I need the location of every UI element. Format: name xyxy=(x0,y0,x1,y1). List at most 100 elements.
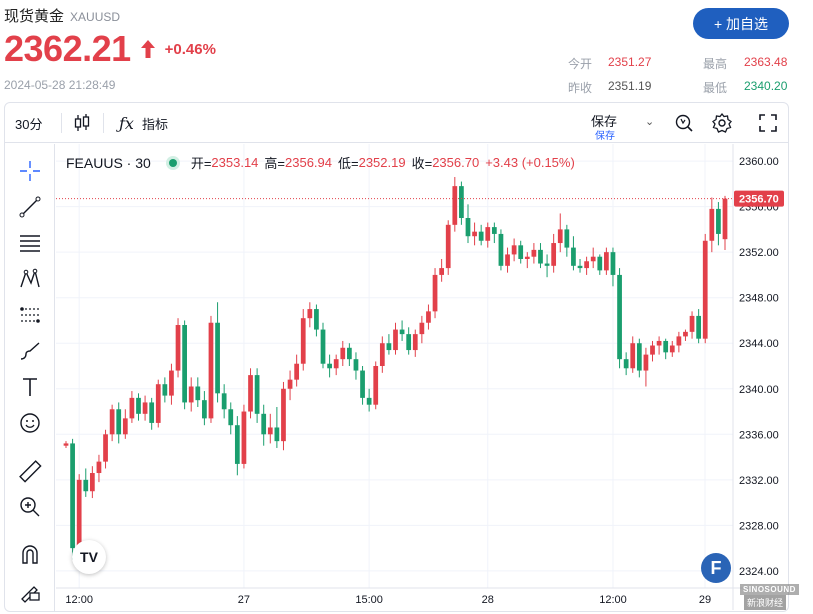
quick-search-icon[interactable] xyxy=(673,103,695,143)
candle-body xyxy=(544,263,550,266)
low-label: 最低 xyxy=(703,81,728,95)
candle-body xyxy=(261,413,267,435)
candle-body xyxy=(188,386,194,403)
candle-body xyxy=(234,425,240,464)
toolbar-divider xyxy=(61,113,62,133)
price-change: +0.46% xyxy=(164,40,216,58)
candle-body xyxy=(683,331,688,337)
watermark-subtext: 新浪财经 xyxy=(744,595,787,610)
candle-body xyxy=(636,343,642,371)
candle-body xyxy=(472,231,477,237)
lock-draw-icon[interactable] xyxy=(17,578,43,604)
candle-body xyxy=(722,198,728,240)
drawing-toolbar xyxy=(5,144,55,612)
brush-icon[interactable] xyxy=(17,338,43,364)
x-tick-label: 28 xyxy=(482,594,494,606)
instrument-header: 现货黄金 XAUUSD xyxy=(4,5,120,26)
candle-body xyxy=(320,329,326,364)
tradingview-logo[interactable]: TV xyxy=(72,540,106,574)
candle-body xyxy=(129,397,135,419)
save-button[interactable]: 保存 保存 ⌄ xyxy=(587,107,657,142)
settings-gear-icon[interactable] xyxy=(711,103,733,143)
crosshair-icon[interactable] xyxy=(17,158,43,184)
candle-body xyxy=(109,409,115,435)
interval-button[interactable]: 30分 xyxy=(15,116,43,132)
candle-body xyxy=(571,247,576,266)
legend-low-value: 2352.19 xyxy=(358,155,406,170)
candle-body xyxy=(617,274,622,360)
candle-body xyxy=(465,218,471,237)
candle-body xyxy=(248,375,253,412)
chevron-down-icon: ⌄ xyxy=(645,116,655,128)
chart-widget: 30分 ƒx 指标 保存 保存 ⌄ xyxy=(4,102,789,612)
pattern-icon[interactable] xyxy=(17,266,43,292)
candle-body xyxy=(340,347,346,360)
candle-body xyxy=(221,393,227,410)
candle-body xyxy=(96,461,102,474)
prev-close-label: 昨收 xyxy=(568,81,593,95)
candle-body xyxy=(254,375,260,414)
candle-body xyxy=(103,434,108,462)
candle-body xyxy=(538,249,543,264)
trend-line-icon[interactable] xyxy=(17,194,43,220)
candle-body xyxy=(228,409,234,426)
candle-body xyxy=(122,418,128,435)
candle-body xyxy=(76,479,82,549)
x-tick-label: 12:00 xyxy=(599,594,627,606)
candle-body xyxy=(241,411,247,464)
candle-body xyxy=(215,322,220,394)
candle-body xyxy=(307,309,313,319)
candle-body xyxy=(511,245,517,255)
emoji-icon[interactable] xyxy=(17,410,43,436)
prev-close-value: 2351.19 xyxy=(608,79,652,93)
prediction-icon[interactable] xyxy=(17,302,43,328)
candle-body xyxy=(287,379,293,389)
candle-body xyxy=(406,334,412,351)
candle-body xyxy=(452,186,458,225)
candle-style-icon[interactable] xyxy=(73,103,91,143)
zoom-in-icon[interactable] xyxy=(17,494,43,520)
candle-body xyxy=(267,427,273,435)
brand-f-logo: F xyxy=(701,553,731,583)
candle-body xyxy=(669,345,675,353)
candle-body xyxy=(169,370,174,396)
ruler-icon[interactable] xyxy=(17,458,43,484)
candle-body xyxy=(182,325,187,403)
candle-body xyxy=(485,227,491,241)
text-icon[interactable] xyxy=(17,374,43,400)
low-value: 2340.20 xyxy=(744,79,788,93)
open-label: 今开 xyxy=(568,57,593,71)
magnet-icon[interactable] xyxy=(17,542,43,568)
y-tick-label: 2332.00 xyxy=(739,475,779,487)
function-icon: ƒx xyxy=(119,113,134,133)
price-row: 2362.21 +0.46% xyxy=(4,28,216,70)
save-label: 保存 xyxy=(591,114,618,129)
fullscreen-icon[interactable] xyxy=(758,103,778,143)
candle-body xyxy=(716,208,721,234)
candle-body xyxy=(656,340,662,346)
candle-body xyxy=(366,397,372,405)
x-tick-label: 15:00 xyxy=(355,594,383,606)
candle-body xyxy=(696,315,702,339)
add-watchlist-button[interactable]: + 加自选 xyxy=(693,8,789,39)
indicators-button[interactable]: ƒx 指标 xyxy=(119,103,168,143)
candle-body xyxy=(142,402,148,414)
candle-body xyxy=(346,347,352,360)
toolbar-divider xyxy=(103,113,104,133)
candle-body xyxy=(557,229,563,244)
legend-close-value: 2356.70 xyxy=(432,155,480,170)
candle-body xyxy=(373,366,379,405)
candle-body xyxy=(524,256,530,259)
candle-body xyxy=(623,359,629,369)
x-tick-label: 12:00 xyxy=(65,594,93,606)
candle-body xyxy=(314,309,319,330)
candle-body xyxy=(432,274,438,312)
candle-body xyxy=(663,340,669,353)
fib-icon[interactable] xyxy=(17,230,43,256)
candle-body xyxy=(155,384,161,423)
last-price: 2362.21 xyxy=(4,28,131,69)
candle-body xyxy=(650,345,655,355)
candle-body xyxy=(643,354,649,371)
candle-body xyxy=(551,243,557,266)
